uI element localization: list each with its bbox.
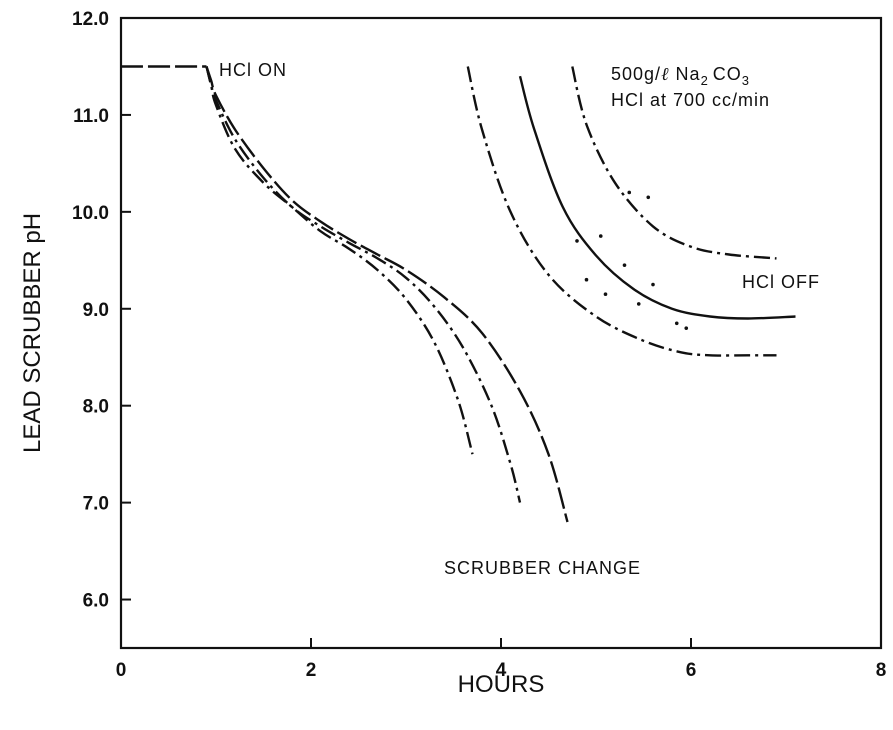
data-dot xyxy=(636,302,641,306)
annotation-hcl-off: HCl OFF xyxy=(742,272,820,292)
data-dot xyxy=(575,239,579,243)
y-tick-label: 8.0 xyxy=(83,397,109,418)
conditions-sub1: 2 xyxy=(701,73,709,88)
axis-tick-labels: 0 2 4 6 8 6.0 7.0 8.0 9.0 10.0 11.0 12.0 xyxy=(72,9,886,681)
data-dot xyxy=(684,326,689,330)
series-line-7 xyxy=(571,66,777,260)
y-tick-label: 7.0 xyxy=(83,494,109,515)
series-line-3 xyxy=(205,66,522,503)
x-axis-title: HOURS xyxy=(458,671,545,698)
annotation-hcl-on: HCl ON xyxy=(219,60,287,80)
data-dot xyxy=(627,190,632,195)
annotation-conditions-line1: 500g/ℓ Na2 CO3 xyxy=(611,64,750,88)
axis-ticks xyxy=(120,17,882,648)
scatter-dots xyxy=(575,190,689,330)
data-dot xyxy=(646,195,651,200)
series-line-5 xyxy=(466,66,777,357)
x-tick-label: 8 xyxy=(876,660,887,681)
plot-frame xyxy=(119,16,883,650)
data-dot xyxy=(598,234,603,238)
series-line-6 xyxy=(518,75,796,320)
conditions-prefix: 500g/ xyxy=(611,64,661,84)
x-tick-label: 0 xyxy=(116,660,127,681)
x-tick-label: 4 xyxy=(496,660,507,681)
series-line-4 xyxy=(205,66,569,523)
conditions-unit: ℓ xyxy=(661,64,670,84)
y-tick-label: 12.0 xyxy=(72,9,109,30)
x-tick-label: 2 xyxy=(306,660,317,681)
y-axis-title: LEAD SCRUBBER pH xyxy=(19,213,46,453)
conditions-na: Na xyxy=(676,64,701,84)
conditions-co: CO xyxy=(713,64,742,84)
series-line-2 xyxy=(205,66,474,455)
annotation-conditions-line2: HCl at 700 cc/min xyxy=(611,90,770,110)
y-tick-label: 11.0 xyxy=(73,106,109,127)
data-dot xyxy=(622,263,627,267)
y-tick-label: 6.0 xyxy=(83,591,109,612)
data-dot xyxy=(674,321,679,326)
data-dot xyxy=(584,277,589,282)
data-dot xyxy=(603,292,608,297)
conditions-sub2: 3 xyxy=(742,73,750,88)
annotation-scrubber-change: SCRUBBER CHANGE xyxy=(444,558,641,578)
x-tick-label: 6 xyxy=(686,660,697,681)
series-group xyxy=(121,65,796,523)
y-tick-label: 9.0 xyxy=(83,300,109,321)
data-dot xyxy=(651,282,655,287)
y-tick-label: 10.0 xyxy=(72,203,109,224)
